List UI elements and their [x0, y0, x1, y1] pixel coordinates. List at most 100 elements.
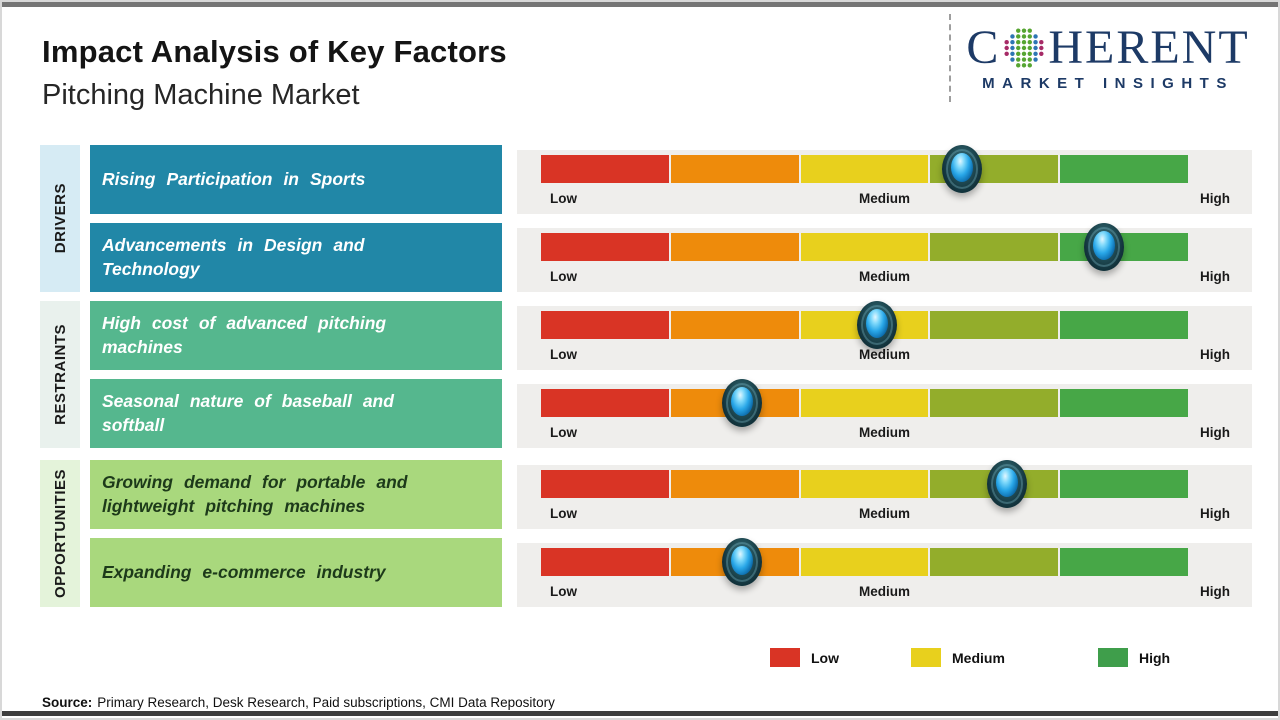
factor-label-box: High cost of advanced pitching machines: [90, 301, 502, 370]
factor-label-box: Rising Participation in Sports: [90, 145, 502, 214]
factor-label-box: Advancements in Design and Technology: [90, 223, 502, 292]
bottom-accent-bar: [2, 711, 1278, 716]
factor-row: High cost of advanced pitching machines …: [90, 301, 1252, 370]
scale-label-high: High: [1200, 347, 1230, 362]
category-label: DRIVERS: [51, 183, 69, 254]
scale-segment: [541, 470, 669, 498]
legend-item-high: High: [1098, 648, 1170, 667]
impact-marker: [986, 460, 1027, 508]
scale-label-low: Low: [550, 269, 577, 284]
scale-segment: [1060, 311, 1188, 339]
legend-swatch-low: [770, 648, 800, 667]
scale-segment: [800, 470, 929, 498]
category-label: OPPORTUNITIES: [51, 468, 69, 598]
legend-item-low: Low: [770, 648, 839, 667]
category-block-restraints: RESTRAINTS: [40, 301, 80, 448]
impact-marker: [1083, 223, 1124, 271]
scale-segment: [541, 389, 669, 417]
impact-scale-bar: [541, 538, 1188, 586]
group-restraints: RESTRAINTS High cost of advanced pitchin…: [40, 301, 1252, 448]
scale-label-medium: Medium: [858, 584, 910, 599]
scale-label-high: High: [1200, 506, 1230, 521]
scale-label-low: Low: [550, 191, 577, 206]
impact-scale-bar: [541, 301, 1188, 349]
factor-row: Rising Participation in Sports Low Mediu…: [90, 145, 1252, 214]
scale-label-high: High: [1200, 425, 1230, 440]
impact-marker: [721, 379, 762, 427]
factor-row: Expanding e-commerce industry Low Medium…: [90, 538, 1252, 607]
scale-segment: [800, 233, 929, 261]
scale-segment: [1060, 548, 1188, 576]
scale-label-medium: Medium: [858, 191, 910, 206]
group-rows: Rising Participation in Sports Low Mediu…: [90, 145, 1252, 292]
legend-label: High: [1139, 649, 1171, 666]
logo-letter-c: C: [966, 21, 1001, 74]
scale-segment: [1060, 155, 1188, 183]
scale-label-high: High: [1200, 191, 1230, 206]
impact-scale-bar: [541, 145, 1188, 193]
scale-segment: [1060, 389, 1188, 417]
source-line: Source: Primary Research, Desk Research, …: [42, 695, 555, 710]
scale-label-medium: Medium: [858, 347, 910, 362]
impact-scale-panel: Low Medium High: [517, 538, 1252, 607]
scale-label-low: Low: [550, 506, 577, 521]
brand-logo: C HERENT MARKET INSIGHTS: [958, 24, 1258, 93]
scale-segment: [800, 389, 929, 417]
impact-scale-panel: Low Medium High: [517, 145, 1252, 214]
scale-segment: [541, 311, 669, 339]
scale-label-low: Low: [550, 347, 577, 362]
legend-item-medium: Medium: [911, 648, 1005, 667]
group-drivers: DRIVERS Rising Participation in Sports L…: [40, 145, 1252, 292]
scale-segment: [670, 311, 799, 339]
legend-swatch-medium: [911, 648, 941, 667]
factor-row: Growing demand for portable and lightwei…: [90, 460, 1252, 529]
scale-segment: [800, 155, 929, 183]
impact-scale-bar: [541, 223, 1188, 271]
source-label: Source:: [42, 695, 93, 710]
factor-row: Advancements in Design and Technology Lo…: [90, 223, 1252, 292]
impact-scale-bar: [541, 379, 1188, 427]
logo-sphere-icon: [1004, 28, 1044, 68]
legend-swatch-high: [1098, 648, 1128, 667]
scale-segment: [930, 389, 1059, 417]
impact-marker: [721, 538, 762, 586]
impact-scale-panel: Low Medium High: [517, 460, 1252, 529]
header-titles: Impact Analysis of Key Factors Pitching …: [42, 34, 507, 112]
impact-chart: DRIVERS Rising Participation in Sports L…: [40, 145, 1252, 607]
scale-segment: [1060, 470, 1188, 498]
scale-label-high: High: [1200, 584, 1230, 599]
impact-scale-panel: Low Medium High: [517, 379, 1252, 448]
scale-label-low: Low: [550, 425, 577, 440]
chart-legend: Low Medium High: [770, 648, 1200, 672]
scale-segment: [930, 233, 1059, 261]
scale-label-high: High: [1200, 269, 1230, 284]
impact-scale-panel: Low Medium High: [517, 301, 1252, 370]
scale-segment: [1060, 233, 1188, 261]
scale-segment: [930, 311, 1059, 339]
scale-segment: [800, 548, 929, 576]
group-opportunities: OPPORTUNITIES Growing demand for portabl…: [40, 460, 1252, 607]
scale-segment: [541, 155, 669, 183]
factor-label-box: Growing demand for portable and lightwei…: [90, 460, 502, 529]
scale-segment: [541, 233, 669, 261]
dashed-divider: [949, 14, 951, 102]
factor-label-box: Expanding e-commerce industry: [90, 538, 502, 607]
scale-label-medium: Medium: [858, 269, 910, 284]
category-block-drivers: DRIVERS: [40, 145, 80, 292]
factor-label-box: Seasonal nature of baseball and softball: [90, 379, 502, 448]
impact-marker: [941, 145, 982, 193]
impact-marker: [857, 301, 898, 349]
group-rows: Growing demand for portable and lightwei…: [90, 460, 1252, 607]
page-subtitle: Pitching Machine Market: [42, 79, 360, 111]
top-accent-bar: [2, 2, 1278, 7]
brand-logo-tagline: MARKET INSIGHTS: [982, 75, 1234, 92]
brand-logo-wordmark: C HERENT: [958, 24, 1258, 72]
scale-segment: [670, 155, 799, 183]
legend-label: Medium: [952, 649, 1005, 666]
logo-word-rest: HERENT: [1048, 21, 1250, 74]
category-label: RESTRAINTS: [51, 324, 69, 425]
category-block-opportunities: OPPORTUNITIES: [40, 460, 80, 607]
impact-scale-panel: Low Medium High: [517, 223, 1252, 292]
scale-segment: [930, 548, 1059, 576]
